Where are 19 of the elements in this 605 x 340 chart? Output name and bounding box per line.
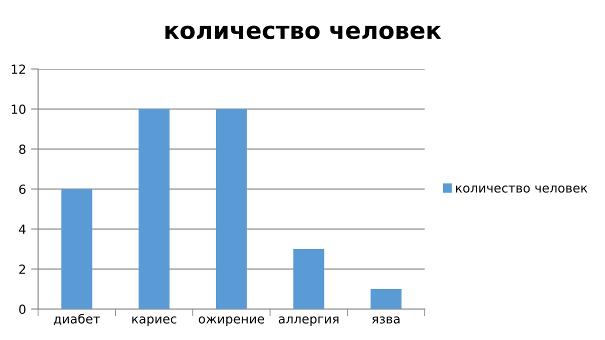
y-tick-label: 4 <box>18 224 26 234</box>
chart-title: количество человек <box>165 26 442 40</box>
bar <box>61 189 92 310</box>
x-tick-label: язва <box>372 316 400 324</box>
x-tick-label: аллергия <box>278 316 338 326</box>
x-tick-label: кариес <box>132 316 176 326</box>
x-tick-label: ожирение <box>198 316 264 326</box>
x-tick-label: диабет <box>54 314 100 326</box>
y-tick-label: 12 <box>12 64 26 74</box>
bar <box>293 249 324 310</box>
y-tick-label: 2 <box>19 264 26 274</box>
bar <box>216 109 247 310</box>
y-tick-label: 8 <box>19 144 26 154</box>
legend-label: количество человек <box>456 185 588 193</box>
y-tick-label: 6 <box>19 184 26 194</box>
bar <box>370 289 402 310</box>
y-tick-label: 0 <box>19 304 26 314</box>
y-tick-label: 10 <box>12 104 26 114</box>
bar <box>138 109 170 310</box>
